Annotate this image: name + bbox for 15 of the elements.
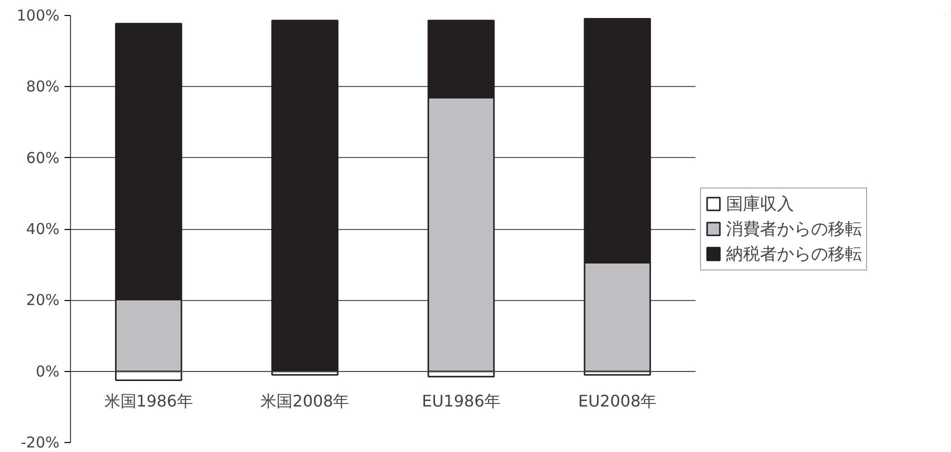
x-tick-label: EU1986年 <box>422 391 500 410</box>
x-tick-label: 米国2008年 <box>260 391 350 410</box>
y-tick-label: 20% <box>26 291 60 310</box>
legend-label: 消費者からの移転 <box>726 218 862 240</box>
legend-label: 納税者からの移転 <box>726 243 862 265</box>
y-tick-label: -20% <box>20 434 60 452</box>
y-tick-label: 80% <box>26 78 60 96</box>
bar <box>271 20 338 372</box>
x-tick-label: 米国1986年 <box>104 391 193 410</box>
y-tick-label: 100% <box>16 6 60 24</box>
y-tick-label: 0% <box>36 362 60 380</box>
x-tick-label: EU2008年 <box>578 391 657 410</box>
y-tick-label: 40% <box>26 220 60 238</box>
y-tick-label: 60% <box>26 148 60 167</box>
legend-label: 国庫収入 <box>726 193 794 215</box>
